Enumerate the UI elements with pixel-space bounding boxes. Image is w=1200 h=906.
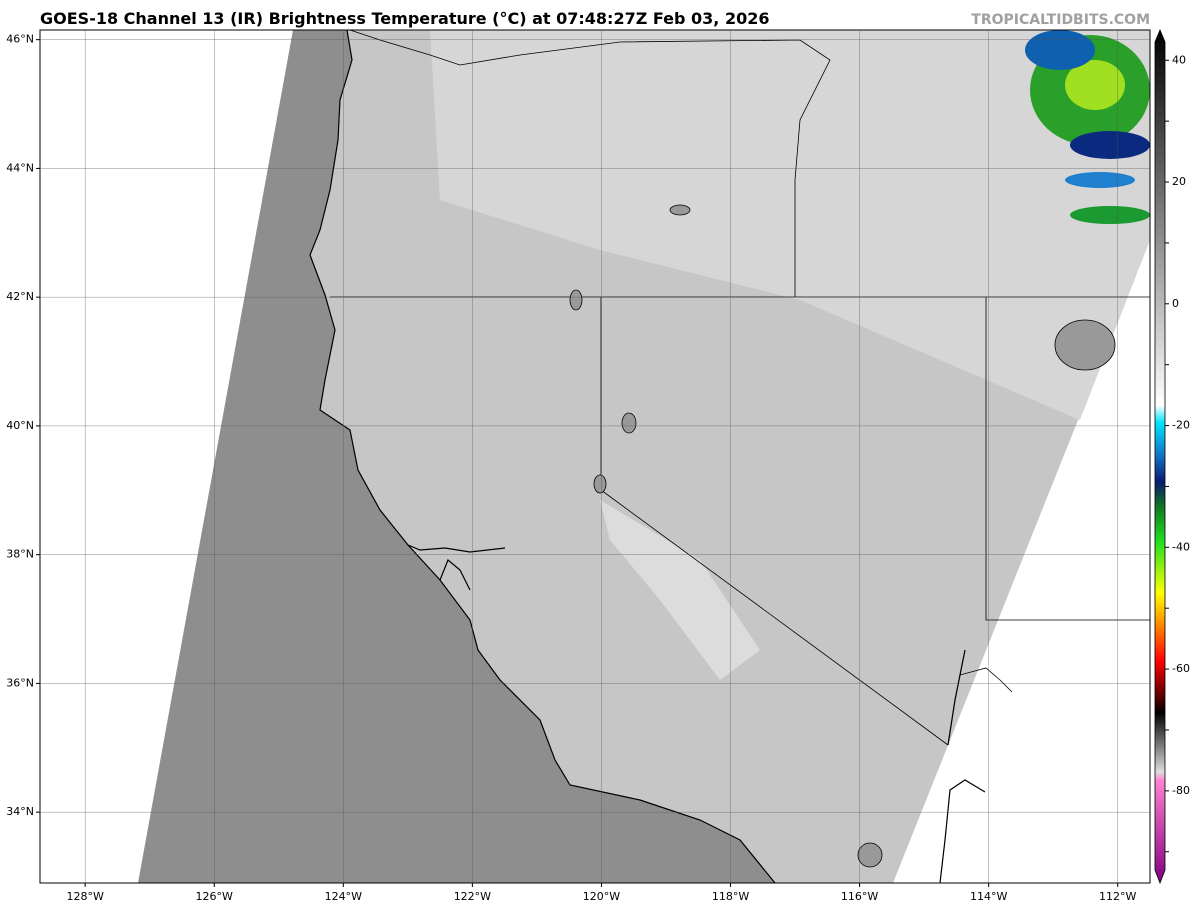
lakes [569, 204, 1116, 868]
imagery [138, 30, 1150, 883]
y-tick-label: 46°N [6, 33, 34, 46]
coastline [309, 30, 776, 883]
x-tick-label: 114°W [970, 890, 1007, 903]
x-tick-label: 126°W [196, 890, 233, 903]
x-tick-label: 112°W [1099, 890, 1136, 903]
x-tick-label: 122°W [454, 890, 491, 903]
map-title: GOES-18 Channel 13 (IR) Brightness Tempe… [40, 9, 769, 28]
colorbar-label: 40 [1172, 53, 1186, 66]
x-tick-label: 128°W [66, 890, 103, 903]
x-tick-label: 120°W [583, 890, 620, 903]
colorbar-label: 20 [1172, 175, 1186, 188]
colorbar [1154, 28, 1166, 885]
bay [407, 544, 506, 591]
colorbar-label: 0 [1172, 297, 1179, 310]
x-tick-label: 116°W [841, 890, 878, 903]
colorbar-label: -40 [1172, 540, 1190, 553]
ocean [138, 30, 775, 883]
colorado-river [947, 649, 1013, 746]
colorbar-ramp [1154, 28, 1166, 885]
nv-ut-border [985, 297, 1150, 621]
y-tick-label: 44°N [6, 161, 34, 174]
watermark: TROPICALTIDBITS.COM [971, 12, 1150, 28]
x-tick-label: 118°W [712, 890, 749, 903]
colorbar-label: -80 [1172, 784, 1190, 797]
land-sierra [600, 500, 760, 680]
wa-or-border [349, 30, 831, 181]
colorbar-label: -20 [1172, 419, 1190, 432]
colorbar-label: -60 [1172, 662, 1190, 675]
y-tick-label: 36°N [6, 676, 34, 689]
y-tick-label: 40°N [6, 419, 34, 432]
y-tick-label: 34°N [6, 805, 34, 818]
land-north [430, 30, 1150, 420]
y-tick-label: 42°N [6, 290, 34, 303]
frame [39, 29, 1151, 884]
y-tick-label: 38°N [6, 548, 34, 561]
x-tick-label: 124°W [325, 890, 362, 903]
